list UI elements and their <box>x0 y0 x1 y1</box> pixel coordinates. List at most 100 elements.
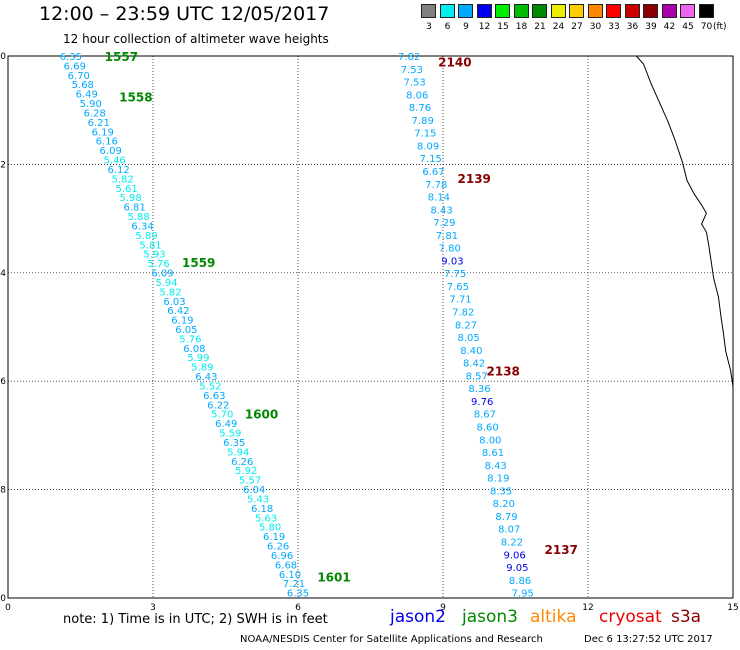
legend-swatch <box>550 4 566 18</box>
swh-label: 6.19 <box>263 532 285 543</box>
swh-label: 6.49 <box>76 90 98 101</box>
swh-label: 6.26 <box>231 457 253 468</box>
swh-label: 7.81 <box>436 231 458 242</box>
legend-unit: (ft) <box>713 22 727 32</box>
swh-label: 5.82 <box>159 287 181 298</box>
swh-label: 5.63 <box>255 513 277 524</box>
pass-time-label: 1558 <box>119 91 152 105</box>
legend-swatch <box>476 4 492 18</box>
swh-label: 6.34 <box>131 221 153 232</box>
legend-label: 12 <box>478 22 491 32</box>
satellite-s3a: s3a <box>671 607 702 627</box>
swh-label: 6.05 <box>175 325 197 336</box>
lat-tick-label: -22 <box>0 160 6 170</box>
swh-label: 6.18 <box>251 504 273 515</box>
legend-swatch <box>587 4 603 18</box>
swh-label: 5.52 <box>199 381 221 392</box>
swh-label: 7.53 <box>401 65 423 76</box>
swh-label: 9.03 <box>441 256 463 267</box>
legend-label: 24 <box>552 22 565 32</box>
swh-label: 6.81 <box>123 203 145 214</box>
legend-label: 15 <box>497 22 509 32</box>
swh-label: 8.20 <box>493 499 515 510</box>
pass-time-label: 2140 <box>438 55 471 69</box>
swh-label: 5.59 <box>219 429 241 440</box>
legend-label: 6 <box>444 22 451 32</box>
swh-label: 5.68 <box>72 80 94 91</box>
swh-label: 6.70 <box>68 71 90 82</box>
swh-label: 5.80 <box>259 523 281 534</box>
legend-label: 30 <box>589 22 602 32</box>
swh-label: 5.76 <box>147 259 169 270</box>
swh-label: 5.90 <box>80 99 102 110</box>
swh-label: 5.81 <box>139 240 161 251</box>
swh-label: 5.61 <box>115 184 137 195</box>
swh-label: 9.06 <box>504 550 526 561</box>
legend-swatch <box>569 4 584 18</box>
swh-label: 8.09 <box>417 141 439 152</box>
swh-label: 7.89 <box>412 116 434 127</box>
lon-tick-label: 9 <box>440 603 446 613</box>
legend-swatch <box>439 4 455 18</box>
swh-label: 8.86 <box>509 576 531 587</box>
swh-label: 7.65 <box>447 282 469 293</box>
pass-time-label: 1600 <box>245 408 278 422</box>
swh-label: 8.40 <box>460 346 482 357</box>
swh-label: 7.82 <box>452 308 474 319</box>
legend-swatch <box>532 4 547 18</box>
legend-label: 36 <box>626 22 639 32</box>
lat-tick-label: -24 <box>0 269 6 279</box>
generated-timestamp: Dec 6 13:27:52 UTC 2017 <box>584 634 713 645</box>
lon-tick-label: 0 <box>5 603 11 613</box>
pass-time-label: 1557 <box>105 50 138 64</box>
legend-swatch <box>495 4 510 18</box>
legend-label: 39 <box>645 22 657 32</box>
swh-label: 6.35 <box>287 589 309 600</box>
swh-label: 7.80 <box>439 244 461 255</box>
lon-tick-label: 12 <box>582 603 593 613</box>
swh-label: 7.82 <box>398 52 420 63</box>
swh-label: 8.35 <box>490 486 512 497</box>
swh-label: 6.22 <box>207 400 229 411</box>
coastline <box>635 55 734 401</box>
swh-label: 6.12 <box>108 165 130 176</box>
legend-label: 45 <box>682 22 694 32</box>
swh-label: 5.92 <box>235 466 257 477</box>
swh-label: 6.63 <box>203 391 225 402</box>
legend-label: 9 <box>463 22 469 32</box>
swh-label: 6.16 <box>96 137 118 148</box>
swh-label: 6.19 <box>92 127 114 138</box>
pass-time-label: 1601 <box>317 570 350 584</box>
swh-label: 9.05 <box>506 563 528 574</box>
legend-label: 3 <box>426 22 432 32</box>
swh-label: 5.43 <box>247 494 269 505</box>
swh-label: 6.19 <box>171 316 193 327</box>
pass-time-label: 2137 <box>545 543 578 557</box>
swh-label: 8.36 <box>468 384 490 395</box>
swh-label: 8.00 <box>479 435 501 446</box>
swh-label: 5.99 <box>187 353 209 364</box>
swh-label: 8.07 <box>498 525 520 536</box>
legend-swatch <box>698 4 714 18</box>
swh-label: 7.15 <box>414 129 436 140</box>
footer-note: note: 1) Time is in UTC; 2) SWH is in fe… <box>63 612 328 627</box>
swh-label: 7.21 <box>283 579 305 590</box>
lon-tick-label: 15 <box>727 603 738 613</box>
swh-label: 6.03 <box>163 297 185 308</box>
swh-label: 8.43 <box>485 461 507 472</box>
map-subtitle: 12 hour collection of altimeter wave hei… <box>63 32 329 46</box>
legend-swatch <box>624 4 640 18</box>
swh-label: 7.71 <box>449 295 471 306</box>
satellite-altika: altika <box>530 607 577 627</box>
legend-swatch <box>606 4 621 18</box>
swh-label: 6.08 <box>183 344 205 355</box>
swh-label: 6.35 <box>223 438 245 449</box>
swh-label: 8.14 <box>428 193 450 204</box>
swh-label: 7.75 <box>444 269 466 280</box>
swh-label: 6.21 <box>88 118 110 129</box>
legend-swatch <box>421 4 436 18</box>
map-title: 12:00 – 23:59 UTC 12/05/2017 <box>39 3 330 25</box>
swh-label: 6.67 <box>422 167 444 178</box>
lat-tick-label: -26 <box>0 377 6 387</box>
